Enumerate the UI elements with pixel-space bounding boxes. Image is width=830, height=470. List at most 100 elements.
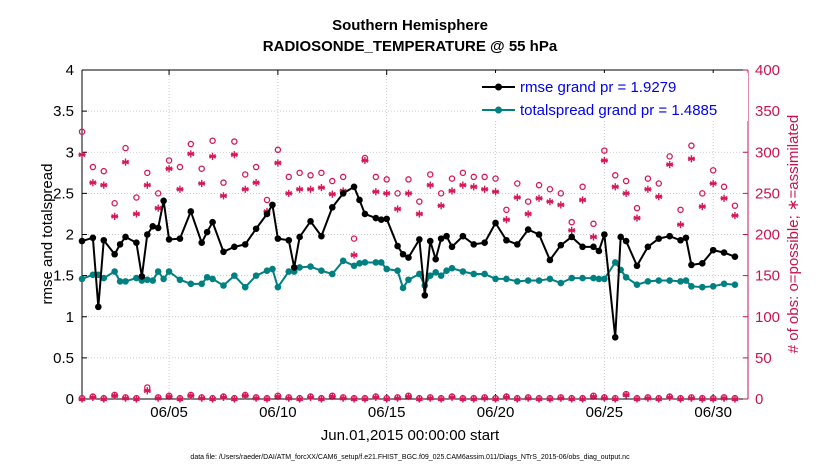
obs-assimilated-marker-bottom — [317, 395, 326, 403]
rmse-point — [133, 239, 140, 247]
rmse-point — [100, 236, 108, 244]
spread-point — [399, 284, 407, 292]
obs-assimilated-marker-bottom — [415, 395, 423, 403]
obs-possible-marker — [307, 172, 314, 179]
obs-assimilated-marker-bottom — [633, 395, 641, 403]
obs-possible-marker — [568, 218, 575, 226]
obs-assimilated-marker-bottom — [393, 394, 402, 402]
obs-assimilated-marker — [219, 192, 228, 200]
rmse-point — [416, 236, 423, 243]
obs-assimilated-marker — [274, 159, 282, 167]
obs-possible-marker — [666, 153, 673, 160]
rmse-point — [459, 232, 467, 240]
rmse-point — [557, 241, 565, 249]
y-tick-label-left: 1.5 — [53, 268, 74, 285]
spread-point — [492, 275, 499, 283]
obs-assimilated-marker-bottom — [687, 394, 696, 402]
obs-possible-marker — [709, 167, 717, 174]
rmse-point — [339, 190, 347, 197]
rmse-point — [666, 232, 673, 240]
obs-assimilated-marker-bottom — [263, 395, 271, 403]
rmse-point — [143, 231, 151, 238]
rmse-point — [252, 225, 260, 233]
x-tick-label: 06/30 — [694, 404, 732, 421]
spread-point — [405, 276, 412, 284]
obs-assimilated-marker-bottom — [328, 392, 336, 401]
obs-assimilated-marker-bottom — [306, 393, 315, 401]
spread-point — [122, 278, 129, 285]
rmse-point — [116, 241, 124, 248]
y-tick-label-right: 250 — [755, 185, 780, 202]
obs-possible-marker — [611, 172, 619, 179]
rmse-point — [203, 228, 211, 236]
obs-possible-marker — [241, 171, 249, 178]
obs-assimilated-marker-bottom — [383, 395, 391, 403]
rmse-point — [165, 236, 173, 243]
rmse-point — [377, 216, 385, 223]
obs-assimilated-marker — [687, 155, 696, 163]
y-tick-label-left: 4 — [66, 62, 74, 79]
spread-point — [682, 277, 690, 284]
obs-possible-marker — [263, 196, 271, 204]
obs-assimilated-marker — [350, 251, 358, 259]
spread-point — [590, 274, 597, 282]
obs-possible-marker — [89, 163, 97, 171]
legend-label-rmse: rmse grand pr = 1.9279 — [520, 79, 676, 96]
rmse-point — [546, 256, 554, 264]
spread-point — [432, 269, 439, 276]
rmse-point — [356, 196, 363, 204]
obs-possible-marker — [383, 176, 390, 183]
rmse-point — [524, 226, 532, 233]
rmse-point — [513, 241, 521, 248]
obs-possible-marker — [470, 173, 478, 181]
obs-assimilated-marker — [208, 152, 217, 160]
obs-assimilated-marker-bottom — [176, 395, 184, 403]
y-tick-label-left: 0 — [66, 391, 74, 408]
obs-possible-marker — [372, 173, 380, 181]
obs-possible-marker — [318, 169, 325, 177]
spread-point — [470, 270, 478, 278]
rmse-point — [432, 255, 439, 263]
spread-point — [416, 270, 423, 278]
rmse-point — [383, 215, 391, 223]
obs-assimilated-marker-bottom — [121, 394, 130, 402]
x-tick-label: 06/15 — [368, 404, 406, 421]
rmse-point — [709, 246, 717, 254]
rmse-point — [95, 303, 102, 311]
obs-assimilated-marker-bottom — [350, 395, 358, 403]
obs-possible-marker — [426, 171, 434, 178]
obs-assimilated-marker — [513, 193, 521, 202]
obs-assimilated-marker — [568, 226, 576, 234]
spread-point — [154, 268, 162, 275]
obs-assimilated-marker — [121, 158, 130, 166]
obs-assimilated-marker — [198, 179, 206, 188]
obs-possible-marker — [557, 190, 565, 197]
rmse-point — [269, 201, 276, 209]
obs-possible-marker — [122, 144, 129, 152]
spread-point — [328, 270, 336, 278]
obs-possible-marker — [503, 206, 510, 214]
rmse-point — [241, 241, 249, 248]
obs-possible-marker — [209, 137, 216, 144]
obs-assimilated-marker — [676, 221, 685, 229]
obs-assimilated-marker-bottom — [241, 392, 249, 400]
obs-assimilated-marker — [633, 214, 641, 222]
spread-point — [165, 268, 173, 275]
rmse-point — [601, 231, 608, 238]
obs-assimilated-marker-bottom — [491, 395, 500, 403]
spread-point — [339, 257, 347, 265]
obs-assimilated-marker-bottom — [132, 395, 141, 403]
obs-assimilated-marker — [524, 210, 532, 218]
rmse-point — [290, 264, 298, 271]
spread-point — [209, 275, 216, 283]
rmse-point — [720, 249, 728, 256]
rmse-point — [231, 243, 238, 251]
rmse-point — [198, 239, 206, 247]
obs-assimilated-marker — [393, 205, 402, 213]
obs-possible-marker — [459, 169, 467, 177]
spread-point — [644, 278, 652, 285]
obs-assimilated-marker — [481, 185, 489, 193]
rmse-point — [481, 239, 488, 247]
spread-point — [252, 272, 260, 279]
obs-assimilated-marker-bottom — [524, 394, 532, 402]
